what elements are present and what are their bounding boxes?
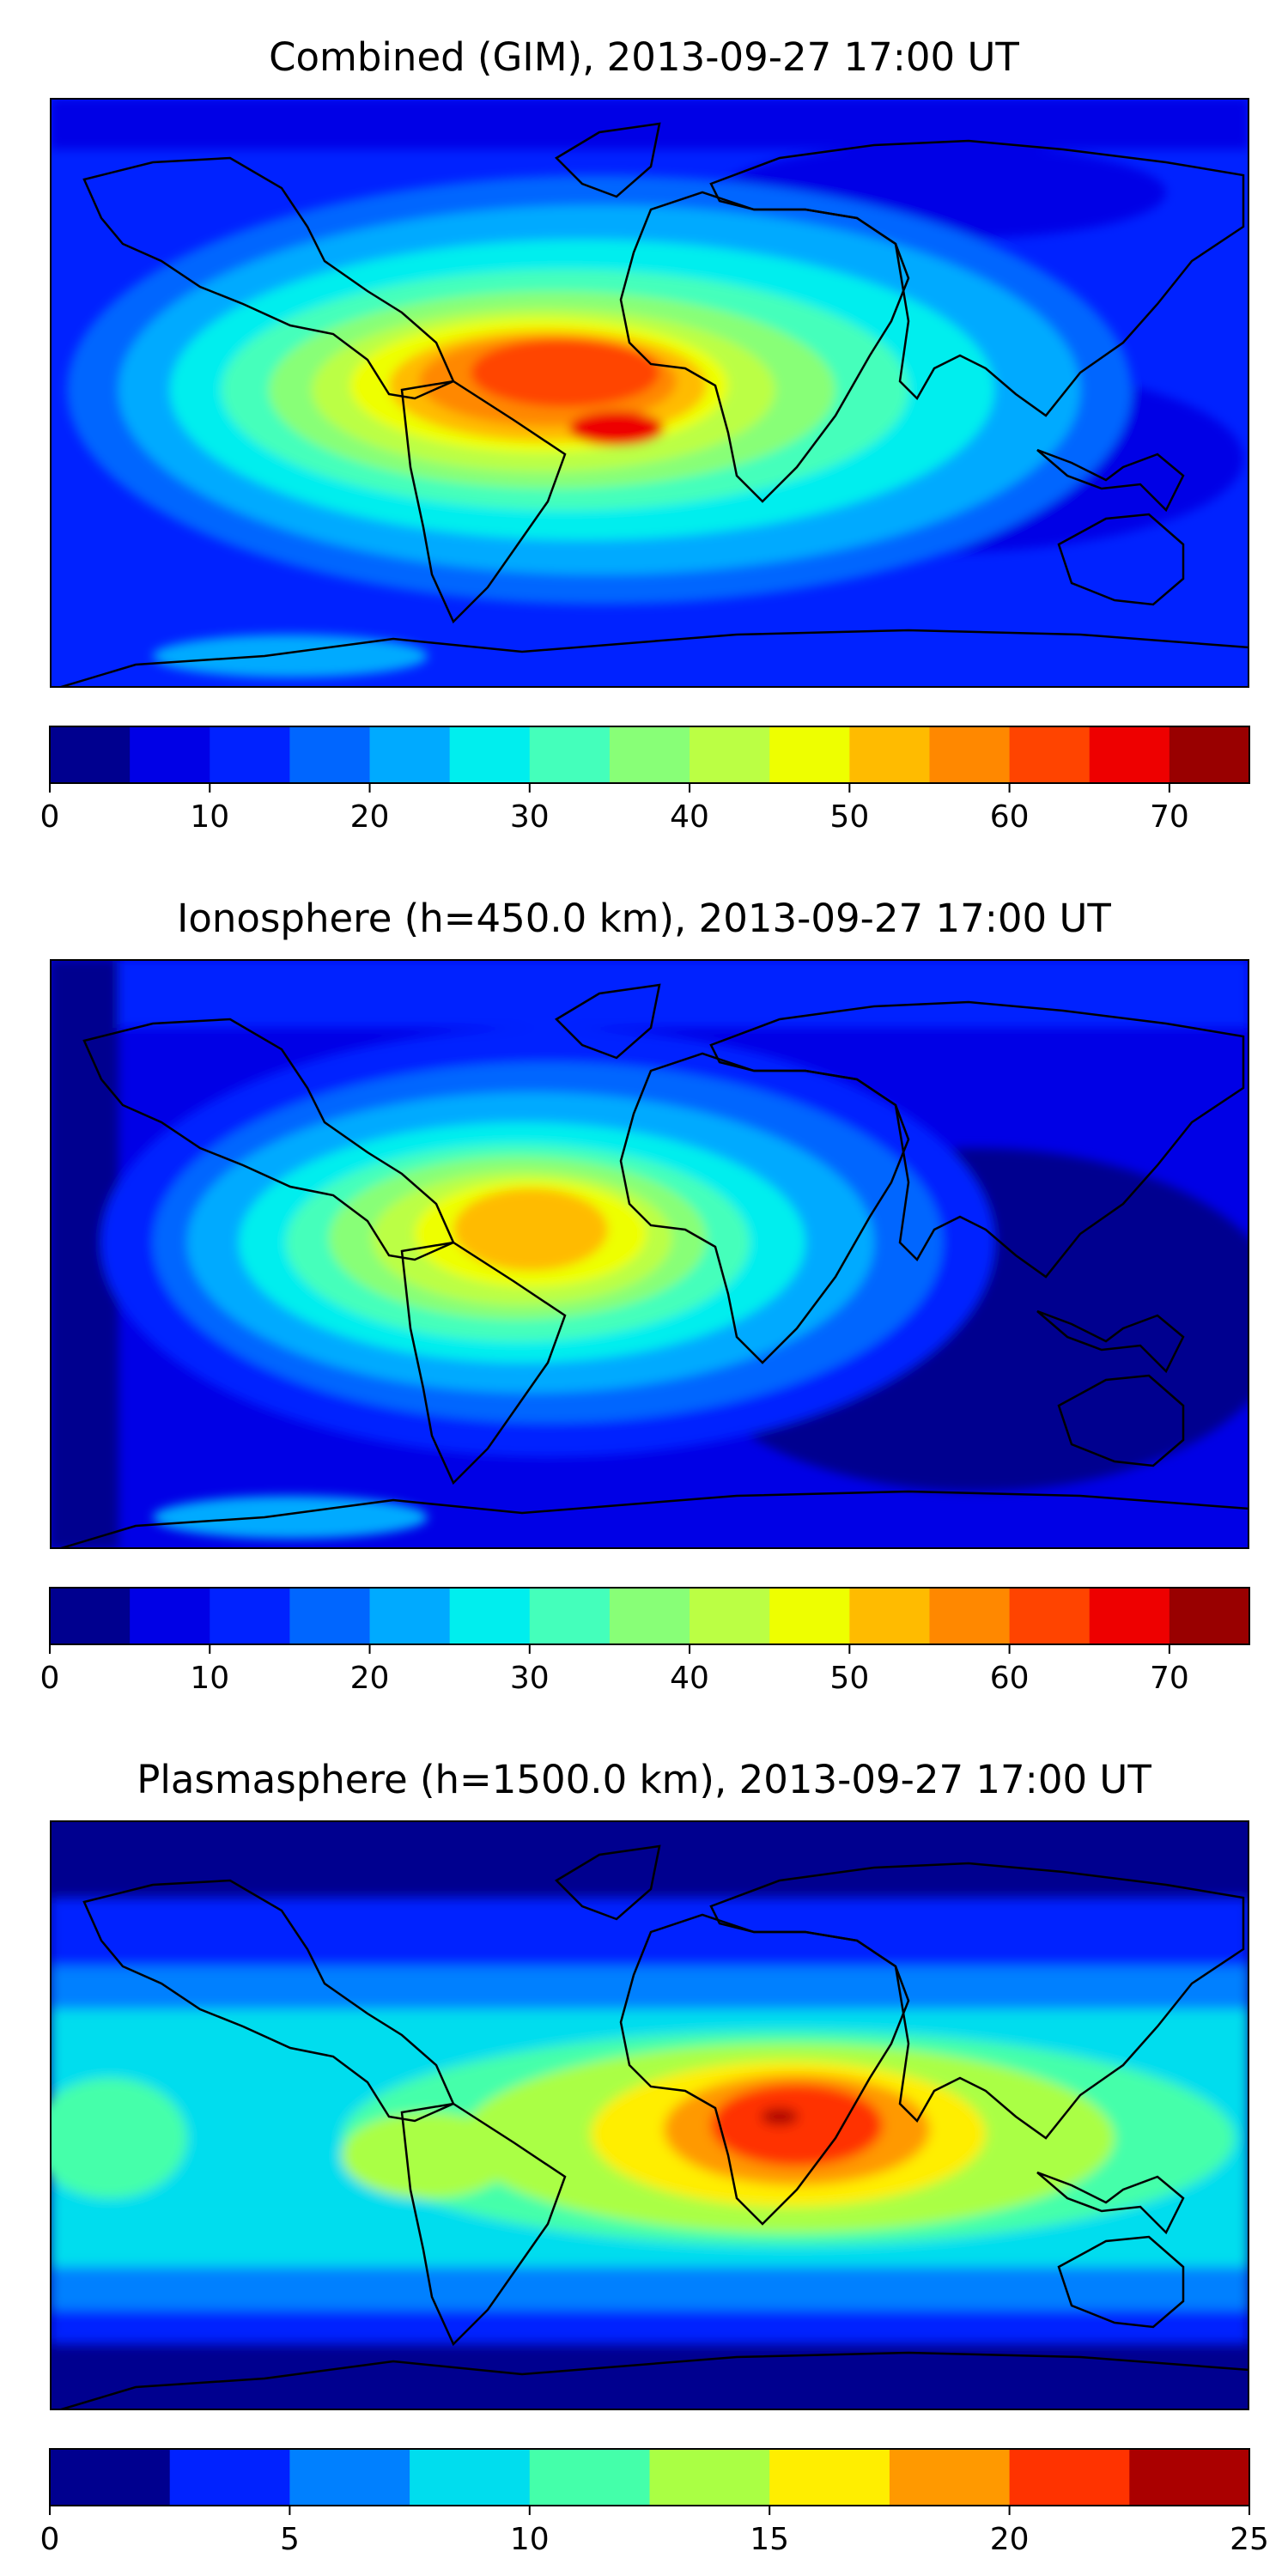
colorbar-segment xyxy=(50,1587,131,1645)
colorbar-segment xyxy=(210,726,290,784)
panel3-map xyxy=(50,1820,1249,2410)
colorbar-segment xyxy=(50,726,131,784)
colorbar-segment xyxy=(210,1587,290,1645)
colorbar-segment xyxy=(449,726,531,784)
colorbar-segment xyxy=(889,2448,1011,2506)
colorbar-segment xyxy=(529,2448,650,2506)
colorbar-segment xyxy=(1009,726,1091,784)
colorbar-segment xyxy=(769,1587,850,1645)
colorbar-tick-label: 40 xyxy=(670,1661,709,1696)
colorbar-segment xyxy=(1129,2448,1250,2506)
colorbar-segment xyxy=(769,726,850,784)
colorbar-segment xyxy=(529,726,611,784)
colorbar-frame xyxy=(49,726,1250,784)
colorbar-tick-label: 60 xyxy=(990,799,1030,835)
panel1-colorbar: 0 10 20 30 40 50 60 70 xyxy=(40,726,1250,835)
colorbar-segment xyxy=(169,2448,290,2506)
colorbar-segment xyxy=(369,1587,451,1645)
colorbar-segment xyxy=(769,2448,890,2506)
colorbar-tick-label: 20 xyxy=(350,799,390,835)
colorbar-segment xyxy=(690,1587,770,1645)
colorbar-tick-label: 20 xyxy=(990,2522,1030,2557)
colorbar-tick-label: 30 xyxy=(510,1661,550,1696)
panel1-map xyxy=(50,98,1249,688)
colorbar-tick-label: 10 xyxy=(190,799,229,835)
panel2-colorbar: 0 10 20 30 40 50 60 70 xyxy=(40,1587,1250,1696)
panel3-colorbar: 0 5 10 15 20 25 xyxy=(40,2448,1269,2557)
panel3-title: Plasmasphere (h=1500.0 km), 2013-09-27 1… xyxy=(137,1757,1151,1802)
colorbar-segment xyxy=(289,2448,410,2506)
colorbar-segment xyxy=(929,726,1011,784)
colorbar-tick-label: 0 xyxy=(40,2522,60,2557)
colorbar-tick-label: 60 xyxy=(990,1661,1030,1696)
colorbar-frame xyxy=(49,2448,1250,2506)
colorbar-tick-label: 70 xyxy=(1150,1661,1189,1696)
colorbar-segment xyxy=(50,2448,171,2506)
colorbar-segment xyxy=(130,726,210,784)
colorbar-segment xyxy=(289,726,371,784)
colorbar-segment xyxy=(849,726,930,784)
colorbar-tick-label: 30 xyxy=(510,799,550,835)
colorbar-tick-label: 20 xyxy=(350,1661,390,1696)
colorbar-segment xyxy=(929,1587,1011,1645)
colorbar-segment xyxy=(1009,1587,1091,1645)
colorbar-segment xyxy=(609,1587,690,1645)
colorbar-tick-label: 0 xyxy=(40,1661,60,1696)
colorbar-segment xyxy=(1169,726,1250,784)
colorbar-segment xyxy=(609,726,690,784)
colorbar-tick-label: 70 xyxy=(1150,799,1189,835)
colorbar-segment xyxy=(529,1587,611,1645)
colorbar-segment xyxy=(449,1587,531,1645)
colorbar-segment xyxy=(130,1587,210,1645)
colorbar-segment xyxy=(410,2448,531,2506)
colorbar-tick-label: 50 xyxy=(829,1661,869,1696)
colorbar-tick-label: 40 xyxy=(670,799,709,835)
colorbar-frame xyxy=(49,1587,1250,1645)
colorbar-tick-label: 10 xyxy=(510,2522,550,2557)
colorbar-segment xyxy=(289,1587,371,1645)
panel2-title: Ionosphere (h=450.0 km), 2013-09-27 17:0… xyxy=(177,896,1111,941)
panel2-map xyxy=(50,959,1249,1549)
colorbar-segment xyxy=(849,1587,930,1645)
colorbar-segment xyxy=(1089,726,1170,784)
colorbar-tick-label: 25 xyxy=(1230,2522,1269,2557)
colorbar-tick-label: 50 xyxy=(829,799,869,835)
colorbar-tick-label: 0 xyxy=(40,799,60,835)
colorbar-segment xyxy=(1009,2448,1130,2506)
colorbar-tick-label: 5 xyxy=(280,2522,300,2557)
colorbar-segment xyxy=(369,726,451,784)
colorbar-segment xyxy=(690,726,770,784)
colorbar-segment xyxy=(1169,1587,1250,1645)
colorbar-tick-label: 10 xyxy=(190,1661,229,1696)
colorbar-segment xyxy=(1089,1587,1170,1645)
panel1-title: Combined (GIM), 2013-09-27 17:00 UT xyxy=(269,34,1019,80)
colorbar-tick-label: 15 xyxy=(750,2522,789,2557)
colorbar-segment xyxy=(649,2448,770,2506)
